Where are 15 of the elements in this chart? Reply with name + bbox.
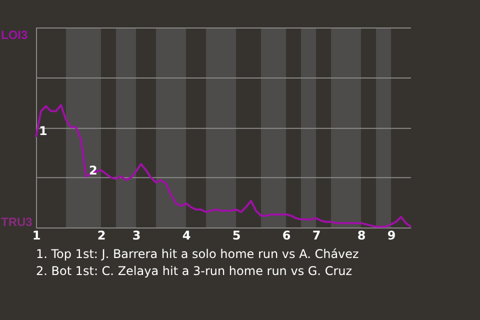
x-tick-label: 1: [32, 228, 41, 242]
annotation: 1: [39, 124, 48, 138]
x-tick-label: 3: [132, 228, 141, 242]
text: 1. Top 1st: J. Barrera hit a solo home run vs A. Chávez: [36, 247, 359, 261]
text: 2. Bot 1st: C. Zelaya hit a 3-run home run vs G. Cruz: [36, 264, 352, 278]
x-tick-label: 4: [182, 228, 191, 242]
x-tick-label: 5: [232, 228, 241, 242]
x-tick-label: 9: [387, 228, 396, 242]
x-tick-label: 8: [357, 228, 366, 242]
text: LOI3: [1, 28, 28, 42]
annotation: 2: [89, 163, 98, 178]
x-tick-label: 6: [282, 228, 291, 242]
text: TRU3: [1, 215, 33, 229]
x-tick-label: 2: [97, 228, 106, 242]
x-tick-label: 7: [312, 228, 321, 242]
